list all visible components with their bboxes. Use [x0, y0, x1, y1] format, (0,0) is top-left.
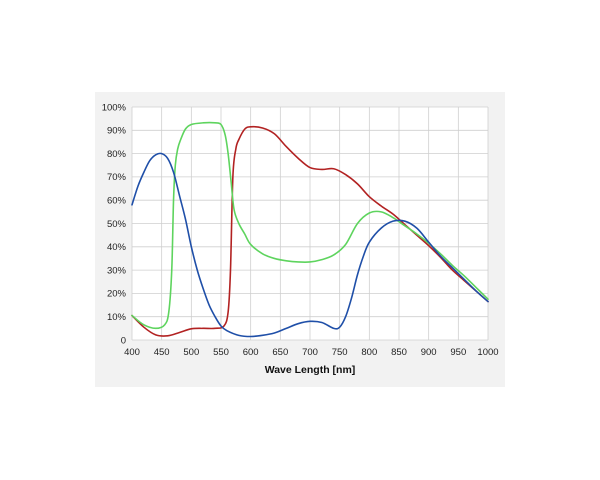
x-tick-label: 850	[391, 347, 407, 358]
y-tick-label: 30%	[107, 265, 127, 276]
y-axis-ticks: 0 10% 20% 30% 40% 50% 60% 70% 80% 90% 100%	[102, 102, 127, 346]
y-tick-label: 50%	[107, 219, 127, 230]
y-tick-label: 20%	[107, 289, 127, 300]
series-group	[131, 121, 489, 338]
x-tick-label: 900	[421, 347, 437, 358]
y-tick-label: 10%	[107, 312, 127, 323]
x-tick-label: 400	[124, 347, 140, 358]
red-series-line	[131, 125, 489, 337]
x-tick-label: 800	[361, 347, 377, 358]
x-tick-label: 700	[302, 347, 318, 358]
x-tick-label: 500	[183, 347, 199, 358]
y-tick-label: 80%	[107, 149, 127, 160]
grid	[131, 106, 489, 341]
blue-series-line	[131, 152, 489, 338]
x-tick-label: 950	[450, 347, 466, 358]
chart-panel: 0 10% 20% 30% 40% 50% 60% 70% 80% 90% 100% 400 450 5…	[95, 92, 505, 387]
x-tick-label: 750	[332, 347, 348, 358]
y-tick-label: 40%	[107, 242, 127, 253]
y-tick-label: 100%	[102, 102, 127, 113]
green-series-line	[131, 121, 489, 330]
x-tick-label: 650	[272, 347, 288, 358]
x-axis-ticks: 400 450 500 550 600 650 700 750 800 850 900 950 1000	[124, 347, 499, 358]
y-tick-label: 0	[121, 335, 126, 346]
y-tick-label: 70%	[107, 172, 127, 183]
x-tick-label: 1000	[477, 347, 498, 358]
x-tick-label: 450	[154, 347, 170, 358]
x-tick-label: 600	[243, 347, 259, 358]
y-tick-label: 60%	[107, 196, 127, 207]
line-chart: 0 10% 20% 30% 40% 50% 60% 70% 80% 90% 100% 400 450 5…	[102, 102, 499, 376]
y-tick-label: 90%	[107, 126, 127, 137]
x-tick-label: 550	[213, 347, 229, 358]
x-axis-title: Wave Length [nm]	[265, 364, 356, 376]
